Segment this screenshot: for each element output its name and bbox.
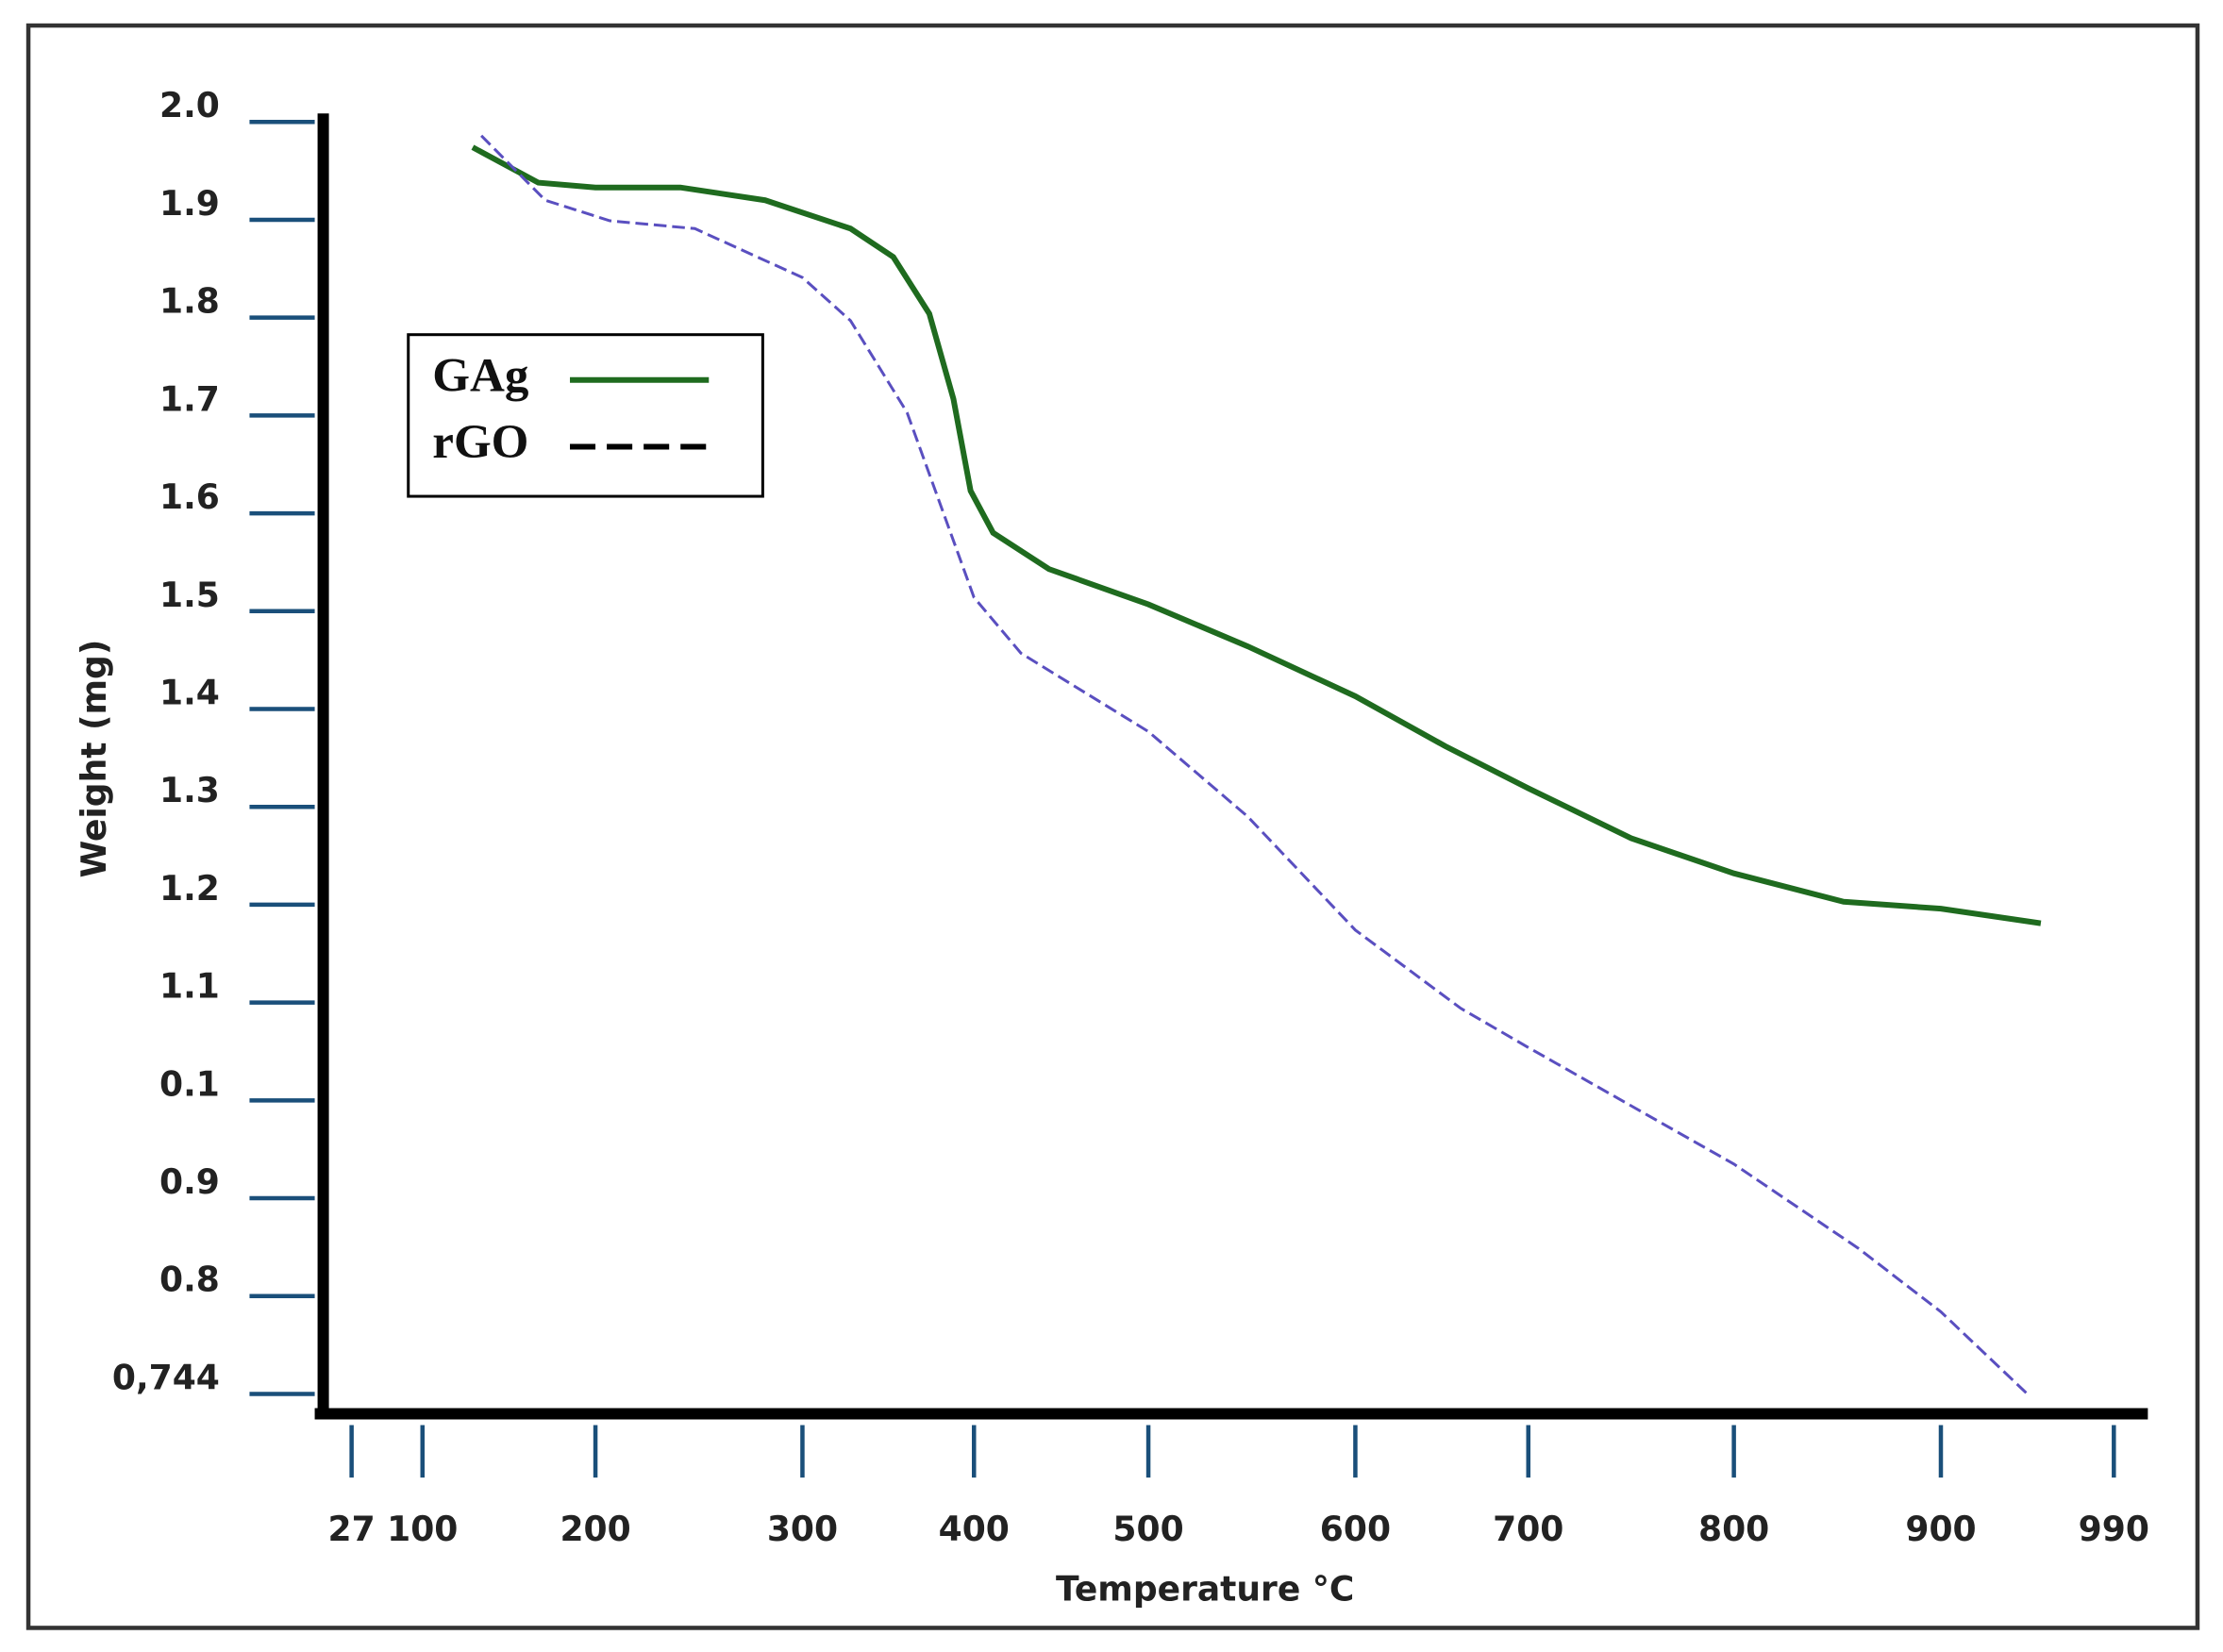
x-tick-label: 700: [1493, 1510, 1563, 1549]
x-tick-label: 600: [1320, 1510, 1391, 1549]
x-tick-label: 300: [767, 1510, 838, 1549]
y-tick-label: 1.1: [159, 967, 220, 1007]
y-tick-label: 0,744: [112, 1358, 220, 1397]
y-axis-label: Weight (mg): [75, 640, 114, 878]
legend-label: GAg: [432, 349, 529, 403]
x-tick-label: 900: [1905, 1510, 1976, 1549]
x-tick-label: 400: [939, 1510, 1010, 1549]
frame: [25, 23, 2200, 1630]
y-tick-label: 1.2: [159, 869, 220, 909]
x-tick-label: 200: [560, 1510, 630, 1549]
y-tick-label: 1.6: [159, 477, 220, 517]
y-tick-label: 1.5: [159, 576, 220, 615]
x-tick-label: 800: [1698, 1510, 1769, 1549]
y-tick-label: 1.8: [159, 282, 220, 322]
y-tick-label: 1.4: [159, 673, 220, 712]
x-tick-label: 500: [1112, 1510, 1183, 1549]
y-tick-label: 0.1: [159, 1064, 220, 1104]
x-tick-label: 100: [387, 1510, 458, 1549]
y-tick-label: 1.9: [159, 184, 220, 224]
legend-label: rGO: [432, 415, 528, 469]
y-tick-label: 2.0: [159, 86, 220, 125]
x-axis-label: Temperature °C: [1056, 1569, 1354, 1609]
y-tick-label: 0.9: [159, 1162, 220, 1202]
legend-box: [407, 333, 764, 498]
y-tick-label: 0.8: [159, 1260, 220, 1300]
x-tick-label: 27: [328, 1510, 376, 1549]
y-tick-label: 1.3: [159, 771, 220, 810]
series-line: [480, 134, 2029, 1395]
y-tick-label: 1.7: [159, 379, 220, 419]
x-tick-label: 990: [2079, 1510, 2149, 1549]
series-line: [471, 144, 2042, 926]
